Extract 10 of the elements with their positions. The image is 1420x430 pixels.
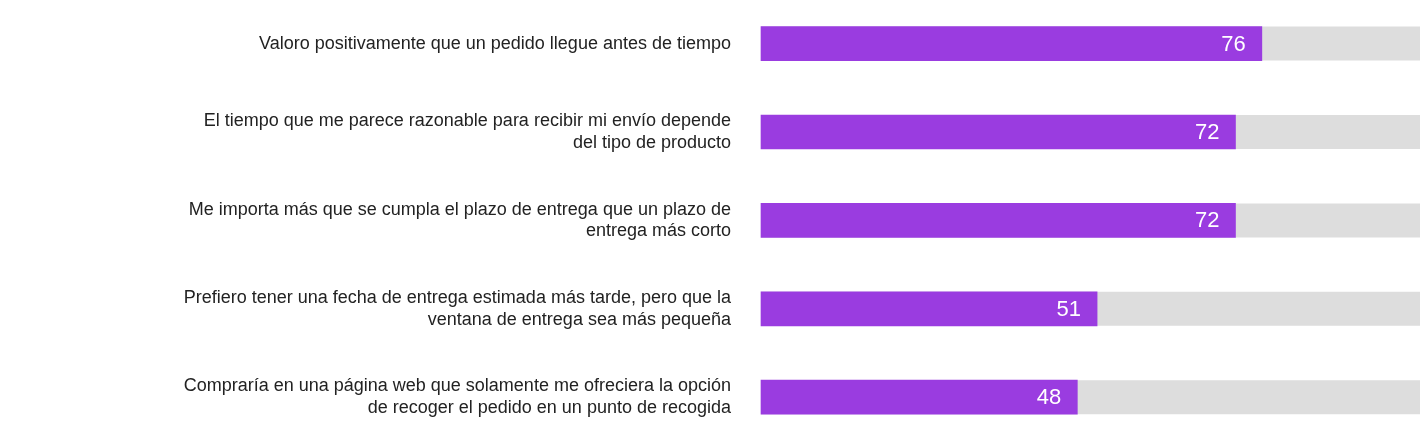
data-label: 72 — [1195, 207, 1220, 233]
y-tick-label: Compraría en una página web que solamente me ofreciera la opción de recoger el pedido en un punto de recogida — [183, 375, 732, 417]
y-tick-label: Me importa más que se cumpla el plazo de entrega que un plazo de entrega más corto — [188, 198, 731, 241]
y-tick-label: Valoro positivamente que un pedido llegue antes de tiempo — [259, 32, 731, 53]
y-tick-label: Prefiero tener una fecha de entrega estimada más tarde, pero que la ventana de entrega sea más pequeña — [183, 286, 732, 329]
data-label: 48 — [1036, 384, 1062, 410]
data-label: 72 — [1195, 119, 1220, 145]
data-label: 76 — [1221, 30, 1246, 56]
y-tick-label: El tiempo que me parece razonable para recibir mi envío depende del tipo de producto — [203, 110, 731, 152]
data-label: 51 — [1056, 295, 1082, 321]
